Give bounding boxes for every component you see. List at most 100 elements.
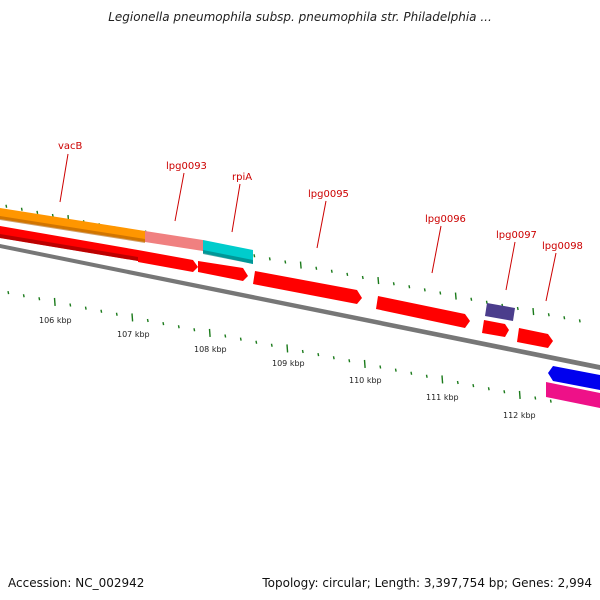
scale-tick xyxy=(38,297,41,301)
genome-title: Legionella pneumophila subsp. pneumophil… xyxy=(108,10,492,24)
scale-tick xyxy=(346,272,349,277)
scale-tick xyxy=(5,204,8,208)
scale-tick xyxy=(177,325,180,329)
scale-tick xyxy=(410,371,413,375)
scale-tick xyxy=(330,269,333,273)
scale-tick xyxy=(22,294,25,298)
gene-label-lpg0097[interactable]: lpg0097 xyxy=(496,230,537,241)
scale-labels: 106 kbp 107 kbp 108 kbp 109 kbp 110 kbp 111 k… xyxy=(39,316,536,420)
scale-tick xyxy=(270,343,273,347)
gene-vacB-red-shadow xyxy=(0,234,138,261)
gene-leader-line xyxy=(545,252,557,302)
gene-label-rpiA[interactable]: rpiA xyxy=(232,172,252,183)
scale-tick xyxy=(255,340,258,344)
scale-label: 107 kbp xyxy=(117,330,150,339)
gene-label-lpg0093[interactable]: lpg0093 xyxy=(166,161,207,172)
scale-tick xyxy=(472,383,475,388)
gene-leader-line xyxy=(505,241,516,291)
scale-tick xyxy=(361,275,364,280)
scale-tick xyxy=(146,318,149,323)
feature-pink[interactable] xyxy=(546,382,600,408)
gene-lpg0095-arrow[interactable] xyxy=(253,271,362,304)
gene-lpg0097-arrow[interactable] xyxy=(482,320,509,337)
scale-tick xyxy=(299,261,302,269)
scale-tick xyxy=(36,210,39,215)
scale-tick xyxy=(317,352,320,357)
scale-label: 112 kbp xyxy=(503,411,536,420)
gene-lpg0098-arrow[interactable] xyxy=(517,328,553,348)
scale-tick xyxy=(69,303,72,307)
scale-tick xyxy=(534,396,537,400)
gene-label-lpg0095[interactable]: lpg0095 xyxy=(308,189,349,200)
scale-tick xyxy=(268,257,271,261)
scale-tick xyxy=(423,288,426,292)
scale-tick xyxy=(441,375,444,384)
scale-tick xyxy=(392,282,395,286)
scale-tick xyxy=(394,368,397,372)
gene-rpiA-arrow[interactable] xyxy=(198,261,248,281)
scale-label: 108 kbp xyxy=(194,345,227,354)
scale-tick xyxy=(284,260,287,264)
scale-tick xyxy=(503,390,506,394)
gene-lpg0096-arrow[interactable] xyxy=(376,296,470,328)
gene-labels: vacB lpg0093 rpiA lpg0095 lpg0096 lpg0097 lpg0… xyxy=(58,141,583,252)
gene-lpg0093-arrow[interactable] xyxy=(138,250,198,272)
scale-tick xyxy=(425,374,428,378)
scale-tick xyxy=(563,316,566,320)
scale-tick xyxy=(408,285,411,289)
genome-summary: Topology: circular; Length: 3,397,754 bp… xyxy=(262,576,592,590)
scale-tick xyxy=(286,344,289,353)
scale-tick xyxy=(115,312,118,316)
scale-tick xyxy=(518,390,521,399)
gene-leader-line xyxy=(316,200,327,249)
scale-tick xyxy=(377,277,380,285)
gene-leader-line xyxy=(59,153,69,203)
gene-leader-line xyxy=(431,225,442,274)
scale-tick xyxy=(208,328,211,337)
scale-label: 109 kbp xyxy=(272,359,305,368)
gene-lpg0097-box[interactable] xyxy=(485,303,515,321)
scale-tick xyxy=(348,359,351,363)
scale-ticks-bottom xyxy=(7,290,552,403)
scale-tick xyxy=(516,306,519,311)
scale-tick xyxy=(379,365,382,369)
scale-tick xyxy=(532,308,535,316)
gene-label-lpg0098[interactable]: lpg0098 xyxy=(542,241,583,252)
scale-tick xyxy=(193,328,196,332)
scale-tick xyxy=(301,349,304,354)
gene-label-vacB[interactable]: vacB xyxy=(58,141,83,152)
scale-tick xyxy=(332,356,335,360)
scale-label: 111 kbp xyxy=(426,393,459,402)
gene-leader-line xyxy=(174,172,185,222)
scale-label: 106 kbp xyxy=(39,316,72,325)
scale-tick xyxy=(7,290,10,295)
gene-label-leaders xyxy=(59,153,557,302)
scale-tick xyxy=(53,297,56,306)
gene-vacB-orange-shadow xyxy=(0,216,145,243)
scale-tick xyxy=(439,291,442,295)
scale-tick xyxy=(239,337,242,341)
scale-tick xyxy=(100,309,103,313)
scale-tick xyxy=(131,313,134,322)
scale-tick xyxy=(454,292,457,300)
scale-tick xyxy=(20,207,23,211)
feature-blue[interactable] xyxy=(548,366,600,390)
scale-label: 110 kbp xyxy=(349,376,382,385)
scale-tick xyxy=(363,359,366,368)
scale-tick xyxy=(253,254,256,258)
scale-tick xyxy=(224,334,227,338)
accession-text: Accession: NC_002942 xyxy=(8,576,145,590)
scale-tick xyxy=(578,319,581,323)
scale-tick xyxy=(162,321,165,326)
gene-lpg0093-band[interactable] xyxy=(145,231,203,251)
genome-backbone xyxy=(0,244,600,370)
gene-rpiA-shadow xyxy=(203,250,253,264)
gene-leader-line xyxy=(231,183,241,233)
scale-tick xyxy=(84,306,87,310)
gene-label-lpg0096[interactable]: lpg0096 xyxy=(425,214,466,225)
scale-tick xyxy=(487,387,490,391)
scale-tick xyxy=(549,399,552,403)
scale-tick xyxy=(315,266,318,270)
